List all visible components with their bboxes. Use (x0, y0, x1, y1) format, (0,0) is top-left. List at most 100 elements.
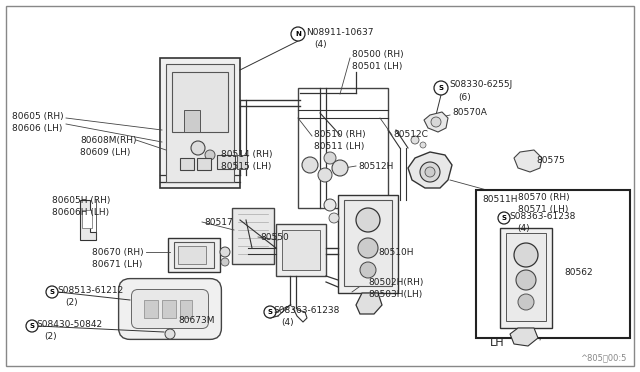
Polygon shape (80, 200, 96, 240)
Circle shape (264, 306, 276, 318)
Polygon shape (514, 150, 542, 172)
Text: 80562: 80562 (564, 268, 593, 277)
Circle shape (518, 294, 534, 310)
Text: (2): (2) (44, 332, 56, 341)
FancyBboxPatch shape (131, 289, 209, 328)
Bar (82, 210, 92, 228)
Circle shape (329, 213, 339, 223)
Text: (4): (4) (517, 224, 530, 233)
Circle shape (411, 136, 419, 144)
Bar (180, 300, 192, 318)
Circle shape (220, 247, 230, 257)
Bar (172, 72, 228, 132)
Circle shape (356, 208, 380, 232)
Text: 80503H(LH): 80503H(LH) (368, 290, 422, 299)
Bar (500, 228, 552, 328)
Text: 80570 (RH): 80570 (RH) (518, 193, 570, 202)
Text: 80510H: 80510H (378, 248, 413, 257)
Circle shape (434, 81, 448, 95)
Text: 80512H: 80512H (358, 162, 394, 171)
Text: 80550: 80550 (260, 233, 289, 242)
Circle shape (425, 167, 435, 177)
Text: 80511 (LH): 80511 (LH) (314, 142, 364, 151)
Polygon shape (424, 112, 448, 132)
Text: N08911-10637: N08911-10637 (306, 28, 374, 37)
Bar (506, 233, 546, 321)
Text: S: S (502, 215, 506, 221)
Polygon shape (510, 328, 538, 346)
Circle shape (358, 238, 378, 258)
Circle shape (360, 262, 376, 278)
Bar (162, 300, 176, 318)
Text: 80514 (RH): 80514 (RH) (221, 150, 273, 159)
Text: S: S (268, 309, 273, 315)
Text: 80502H(RH): 80502H(RH) (368, 278, 424, 287)
Text: S: S (49, 289, 54, 295)
Bar (232, 208, 274, 264)
Circle shape (291, 27, 305, 41)
Text: S08430-50842: S08430-50842 (36, 320, 102, 329)
Circle shape (165, 329, 175, 339)
Text: 80673M: 80673M (178, 316, 214, 325)
Circle shape (498, 212, 510, 224)
Bar (168, 238, 220, 272)
Circle shape (318, 168, 332, 182)
Text: 80501 (LH): 80501 (LH) (352, 62, 403, 71)
Circle shape (191, 141, 205, 155)
Bar (166, 64, 234, 182)
Circle shape (420, 142, 426, 148)
Bar (298, 88, 388, 208)
Polygon shape (356, 293, 382, 314)
Bar (476, 190, 630, 338)
Bar (344, 200, 392, 286)
Text: 80570A: 80570A (452, 108, 487, 117)
Text: S08363-61238: S08363-61238 (509, 212, 575, 221)
Bar (144, 300, 158, 318)
Text: S08330-6255J: S08330-6255J (449, 80, 512, 89)
Circle shape (324, 152, 336, 164)
Bar (178, 246, 206, 264)
Text: S08363-61238: S08363-61238 (273, 306, 339, 315)
Bar (184, 110, 200, 132)
Circle shape (420, 162, 440, 182)
Bar (174, 242, 214, 268)
Circle shape (431, 117, 441, 127)
Bar (160, 58, 240, 188)
Text: 80511H: 80511H (482, 195, 518, 204)
Text: S: S (438, 85, 444, 91)
Text: (4): (4) (281, 318, 294, 327)
Circle shape (26, 320, 38, 332)
Text: 80608M(RH): 80608M(RH) (80, 136, 136, 145)
Text: LH: LH (490, 338, 504, 348)
Text: 80510 (RH): 80510 (RH) (314, 130, 365, 139)
Text: 80500 (RH): 80500 (RH) (352, 50, 404, 59)
Circle shape (221, 258, 229, 266)
Circle shape (205, 150, 215, 160)
Text: (4): (4) (314, 40, 326, 49)
Text: N: N (295, 31, 301, 37)
Text: 80517: 80517 (204, 218, 233, 227)
Text: (6): (6) (458, 93, 471, 102)
Bar (282, 230, 320, 270)
Text: S: S (29, 323, 35, 329)
Circle shape (324, 199, 336, 211)
Bar (197, 158, 211, 170)
Text: 80606H (LH): 80606H (LH) (52, 208, 109, 217)
Circle shape (302, 157, 318, 173)
Text: 80609 (LH): 80609 (LH) (80, 148, 131, 157)
Text: 80605H (RH): 80605H (RH) (52, 196, 110, 205)
Bar (217, 155, 235, 169)
Circle shape (46, 286, 58, 298)
Text: (2): (2) (65, 298, 77, 307)
Text: 80571 (LH): 80571 (LH) (518, 205, 568, 214)
Text: 80512C: 80512C (393, 130, 428, 139)
Text: 80670 (RH): 80670 (RH) (92, 248, 143, 257)
Text: 80606 (LH): 80606 (LH) (12, 124, 62, 133)
Text: S08513-61212: S08513-61212 (57, 286, 124, 295)
Circle shape (516, 270, 536, 290)
Text: 80671 (LH): 80671 (LH) (92, 260, 142, 269)
Text: ^805　00:5: ^805 00:5 (580, 353, 626, 362)
Bar (237, 155, 247, 169)
Text: 80575: 80575 (536, 156, 564, 165)
Text: 80605 (RH): 80605 (RH) (12, 112, 63, 121)
